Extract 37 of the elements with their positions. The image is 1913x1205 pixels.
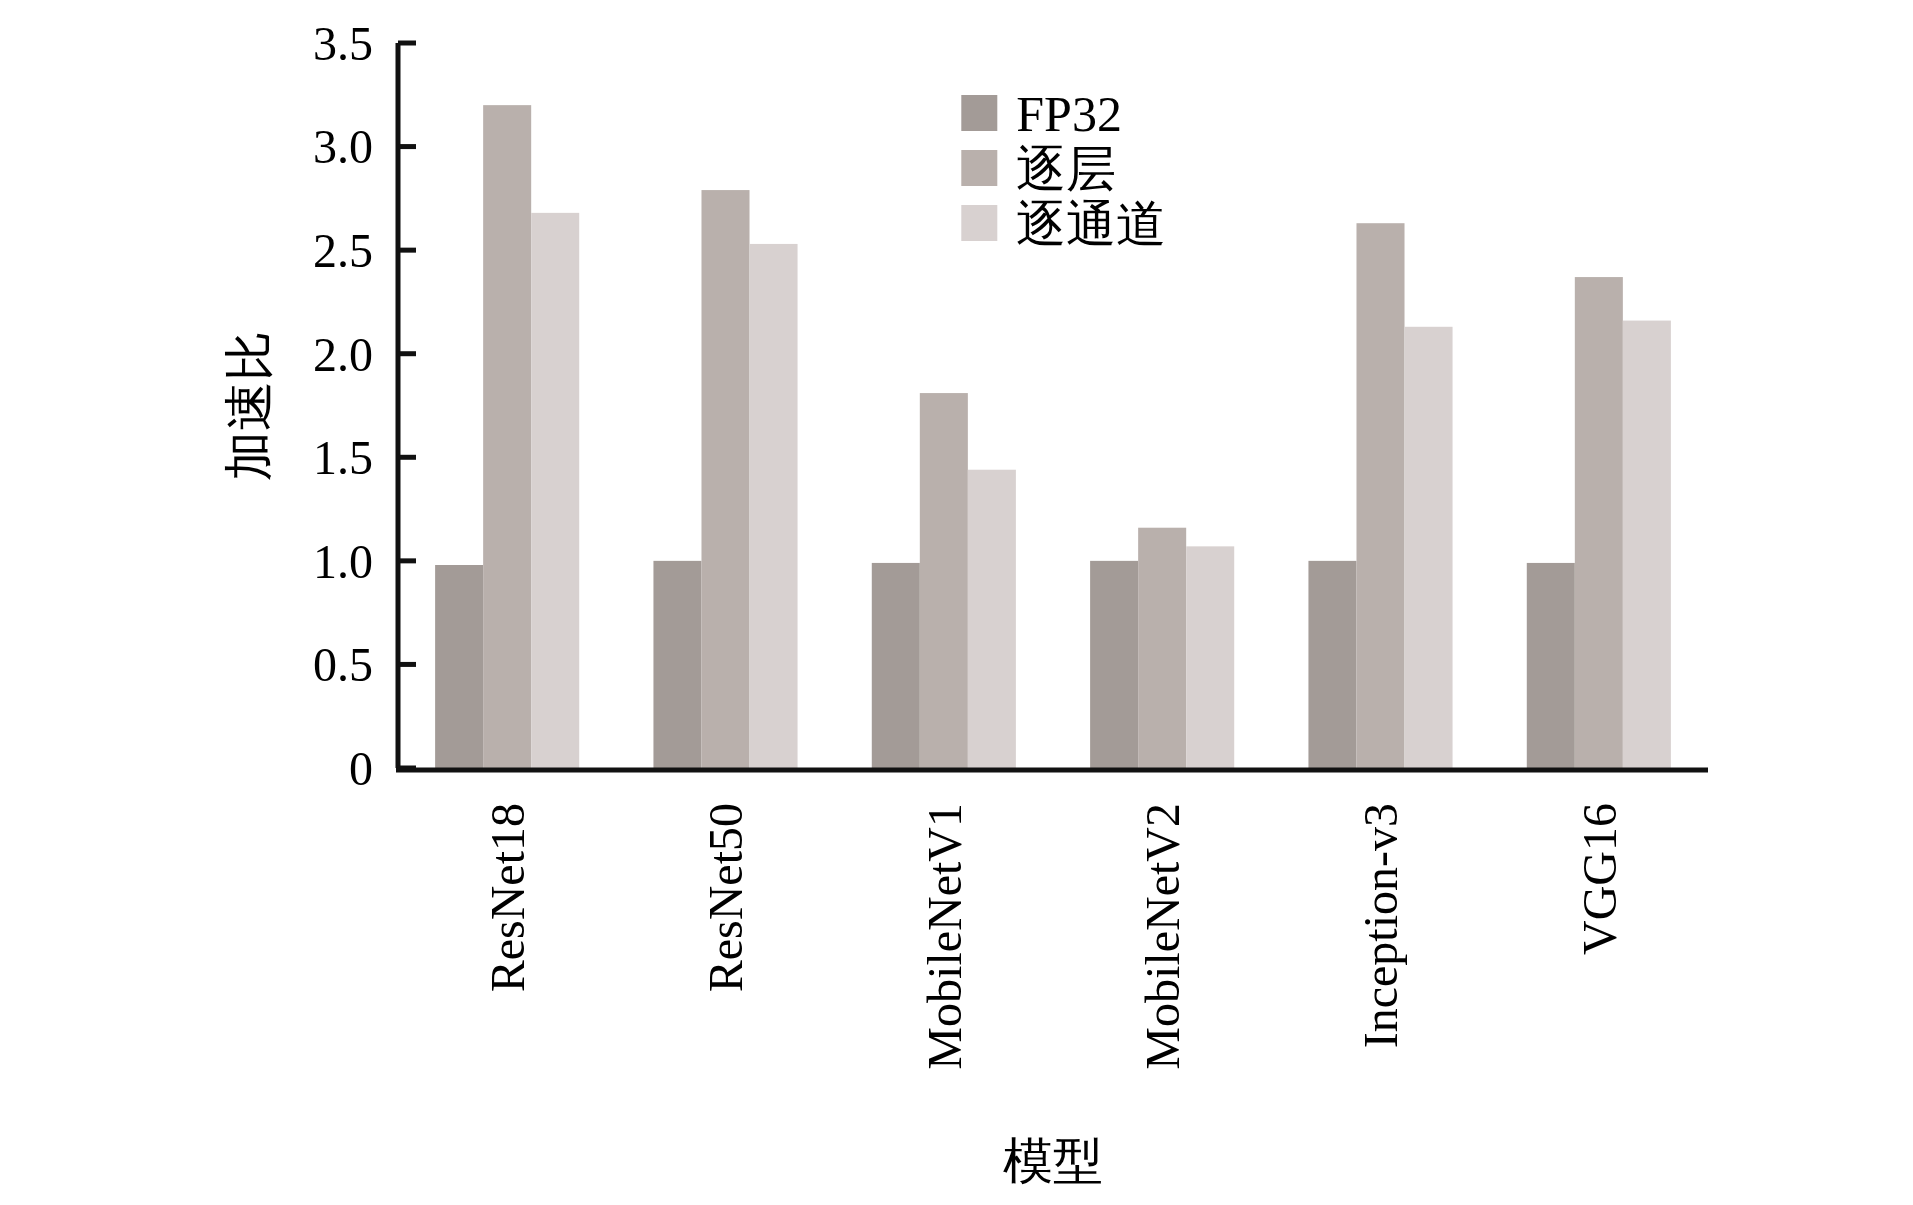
y-tick-label: 3.0 — [313, 120, 373, 174]
bar — [1526, 562, 1575, 768]
y-tick-label: 2.0 — [313, 327, 373, 381]
bar — [435, 565, 484, 768]
y-axis-title: 加速比 — [220, 330, 277, 481]
bar — [701, 190, 750, 768]
bar — [749, 243, 798, 768]
bar — [1404, 326, 1453, 768]
bar — [531, 212, 580, 768]
bar — [1138, 527, 1187, 768]
legend-label: 逐通道 — [1016, 195, 1167, 252]
bar — [1308, 560, 1357, 768]
legend-label: 逐层 — [1016, 140, 1117, 197]
bar — [919, 393, 968, 768]
y-tick-label: 0 — [349, 741, 373, 795]
bar — [1090, 560, 1139, 768]
bar — [871, 562, 920, 768]
y-tick-label: 3.5 — [313, 16, 373, 70]
bar — [1186, 546, 1235, 768]
bar — [1622, 320, 1671, 768]
y-tick-label: 0.5 — [313, 638, 373, 692]
x-tick-label: MobileNetV1 — [917, 803, 971, 1070]
bar — [653, 560, 702, 768]
y-tick-label: 1.5 — [313, 431, 373, 485]
bar — [483, 105, 532, 768]
bar — [1356, 223, 1405, 768]
x-tick-label: ResNet50 — [699, 803, 753, 993]
x-axis-title: 模型 — [1003, 1133, 1103, 1189]
y-tick-label: 2.5 — [313, 223, 373, 277]
y-tick-label: 1.0 — [313, 534, 373, 588]
bar — [1574, 277, 1623, 768]
x-tick-label: VGG16 — [1572, 803, 1626, 955]
legend-label: FP32 — [1016, 85, 1122, 142]
x-tick-label: Inception-v3 — [1354, 803, 1408, 1049]
bar — [967, 469, 1016, 768]
x-tick-label: ResNet18 — [480, 803, 534, 993]
x-tick-label: MobileNetV2 — [1135, 803, 1189, 1070]
